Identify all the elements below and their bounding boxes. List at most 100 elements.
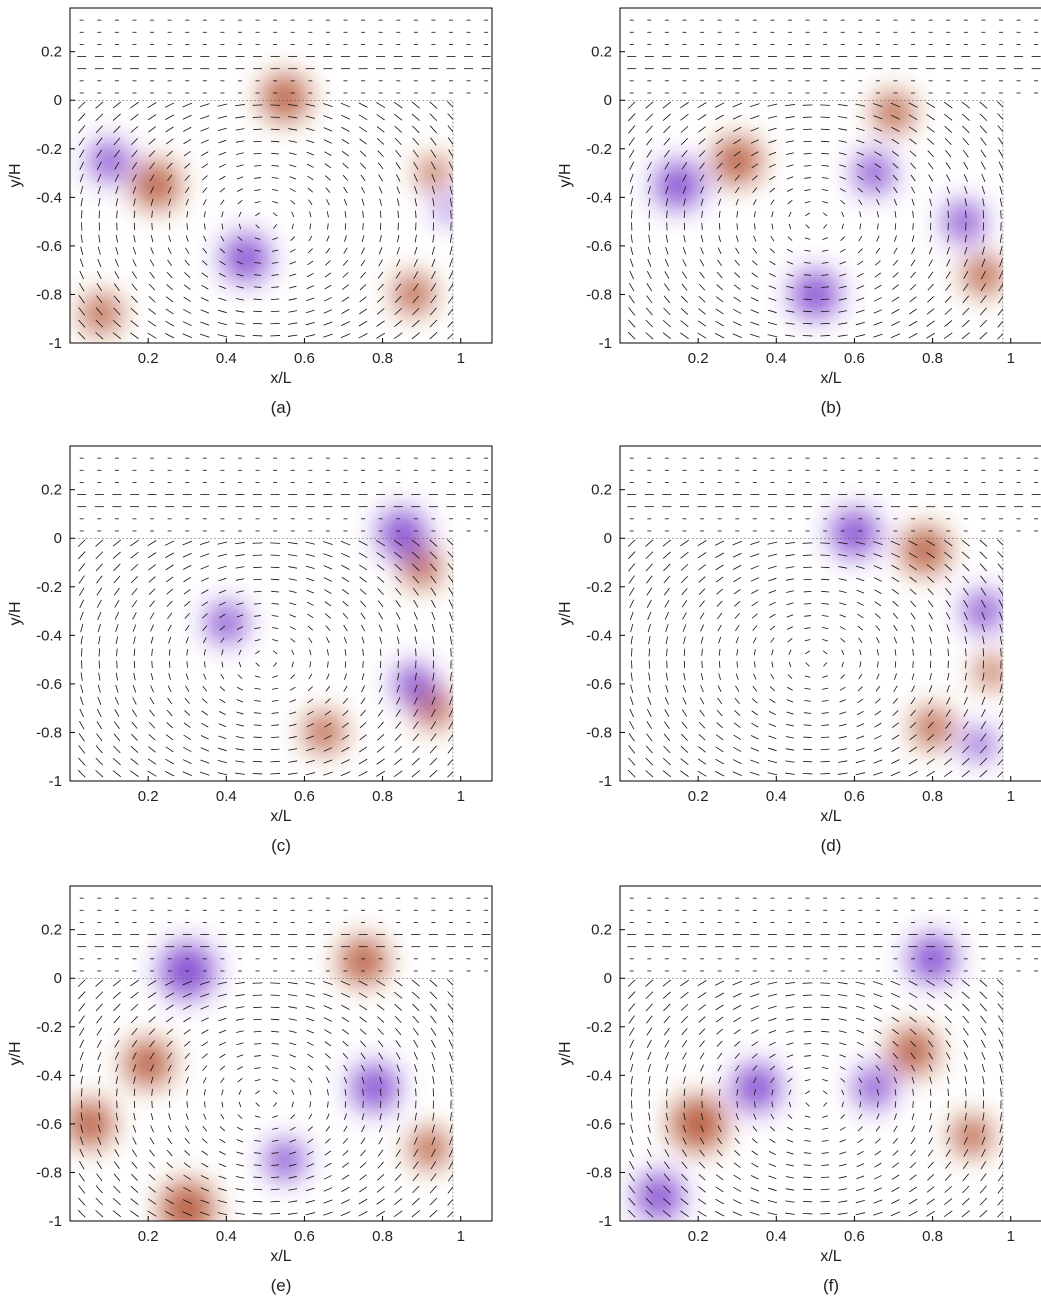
velocity-vector [183,746,192,752]
velocity-vector [235,542,245,545]
velocity-vector [362,1101,364,1108]
velocity-vector [752,637,757,644]
velocity-vector [838,152,847,155]
velocity-vector [167,1125,172,1133]
velocity-vector [359,296,367,303]
velocity-vector [412,1003,420,1012]
velocity-vector [309,661,312,668]
velocity-vector [432,198,435,207]
velocity-vector [838,310,848,313]
velocity-vector [305,747,315,752]
velocity-vector [359,308,368,315]
velocity-vector [394,733,402,741]
x-axis-label: x/L [820,1248,841,1265]
vorticity-blob-negative [963,591,1003,631]
velocity-vector [147,1210,157,1217]
velocity-vector [646,721,653,730]
velocity-vector [820,310,830,313]
y-tick-label: 0 [54,970,62,987]
velocity-vector [754,1101,756,1108]
velocity-vector [751,175,758,181]
velocity-vector [750,1199,760,1204]
velocity-vector [270,542,281,544]
velocity-vector [393,1210,403,1217]
velocity-vector [680,101,689,109]
x-tick-label: 0.8 [922,788,943,805]
velocity-vector [429,332,438,340]
velocity-vector [697,540,707,547]
velocity-vector [981,258,986,267]
velocity-vector [788,211,792,218]
velocity-vector [219,187,226,193]
panel-caption: (a) [271,398,292,417]
velocity-vector [114,1149,120,1157]
velocity-vector [699,259,705,267]
velocity-vector [97,1124,101,1133]
velocity-vector [359,1186,368,1193]
velocity-vector [892,1040,899,1047]
velocity-vector [305,981,316,985]
velocity-vector [944,758,953,765]
velocity-vector [341,1186,350,1192]
velocity-vector [130,1198,139,1205]
velocity-vector [115,186,119,194]
velocity-vector [716,271,723,279]
velocity-vector [203,649,206,656]
velocity-vector [131,721,138,729]
velocity-vector [340,540,351,546]
velocity-vector [928,697,933,705]
velocity-vector [875,685,881,692]
velocity-vector [218,297,227,302]
velocity-vector [200,553,210,558]
velocity-vector [237,1126,243,1131]
velocity-vector [716,709,723,717]
velocity-vector [412,137,420,146]
velocity-vector [98,210,100,219]
velocity-vector [911,235,915,243]
velocity-vector [732,540,742,546]
velocity-vector [184,710,191,716]
velocity-vector [699,162,705,170]
velocity-vector [201,601,209,607]
velocity-vector [359,1174,367,1181]
velocity-vector [254,687,261,690]
velocity-vector [201,1150,209,1156]
velocity-vector [769,1053,776,1059]
velocity-vector [341,1016,350,1023]
velocity-vector [839,626,846,630]
velocity-vector [750,139,759,144]
velocity-vector [645,1003,653,1012]
velocity-vector [804,1140,811,1142]
velocity-vector [768,285,777,290]
velocity-vector [307,686,313,692]
velocity-vector [78,125,86,134]
velocity-vector [429,1003,437,1012]
velocity-vector [133,1076,136,1084]
velocity-vector [323,115,333,120]
velocity-vector [680,991,689,999]
velocity-vector [305,565,315,570]
velocity-vector [397,672,400,681]
y-tick-label: -1 [49,1213,62,1230]
velocity-vector [378,1064,383,1072]
velocity-vector [148,296,156,303]
velocity-vector [821,700,829,702]
velocity-vector [272,212,278,217]
velocity-vector [911,636,915,644]
velocity-vector [680,745,689,753]
velocity-vector [115,1064,119,1072]
velocity-vector [307,1138,314,1144]
velocity-vector [431,246,435,255]
velocity-vector [324,1162,332,1168]
velocity-vector [288,1030,297,1033]
velocity-vector [750,771,760,776]
velocity-vector [79,258,84,268]
velocity-vector [183,722,191,728]
velocity-vector [253,724,262,726]
velocity-vector [891,1016,900,1023]
velocity-vector [342,1162,349,1168]
velocity-vector [963,709,969,717]
velocity-vector [821,177,829,179]
velocity-vector [149,271,155,279]
velocity-vector [875,625,881,631]
